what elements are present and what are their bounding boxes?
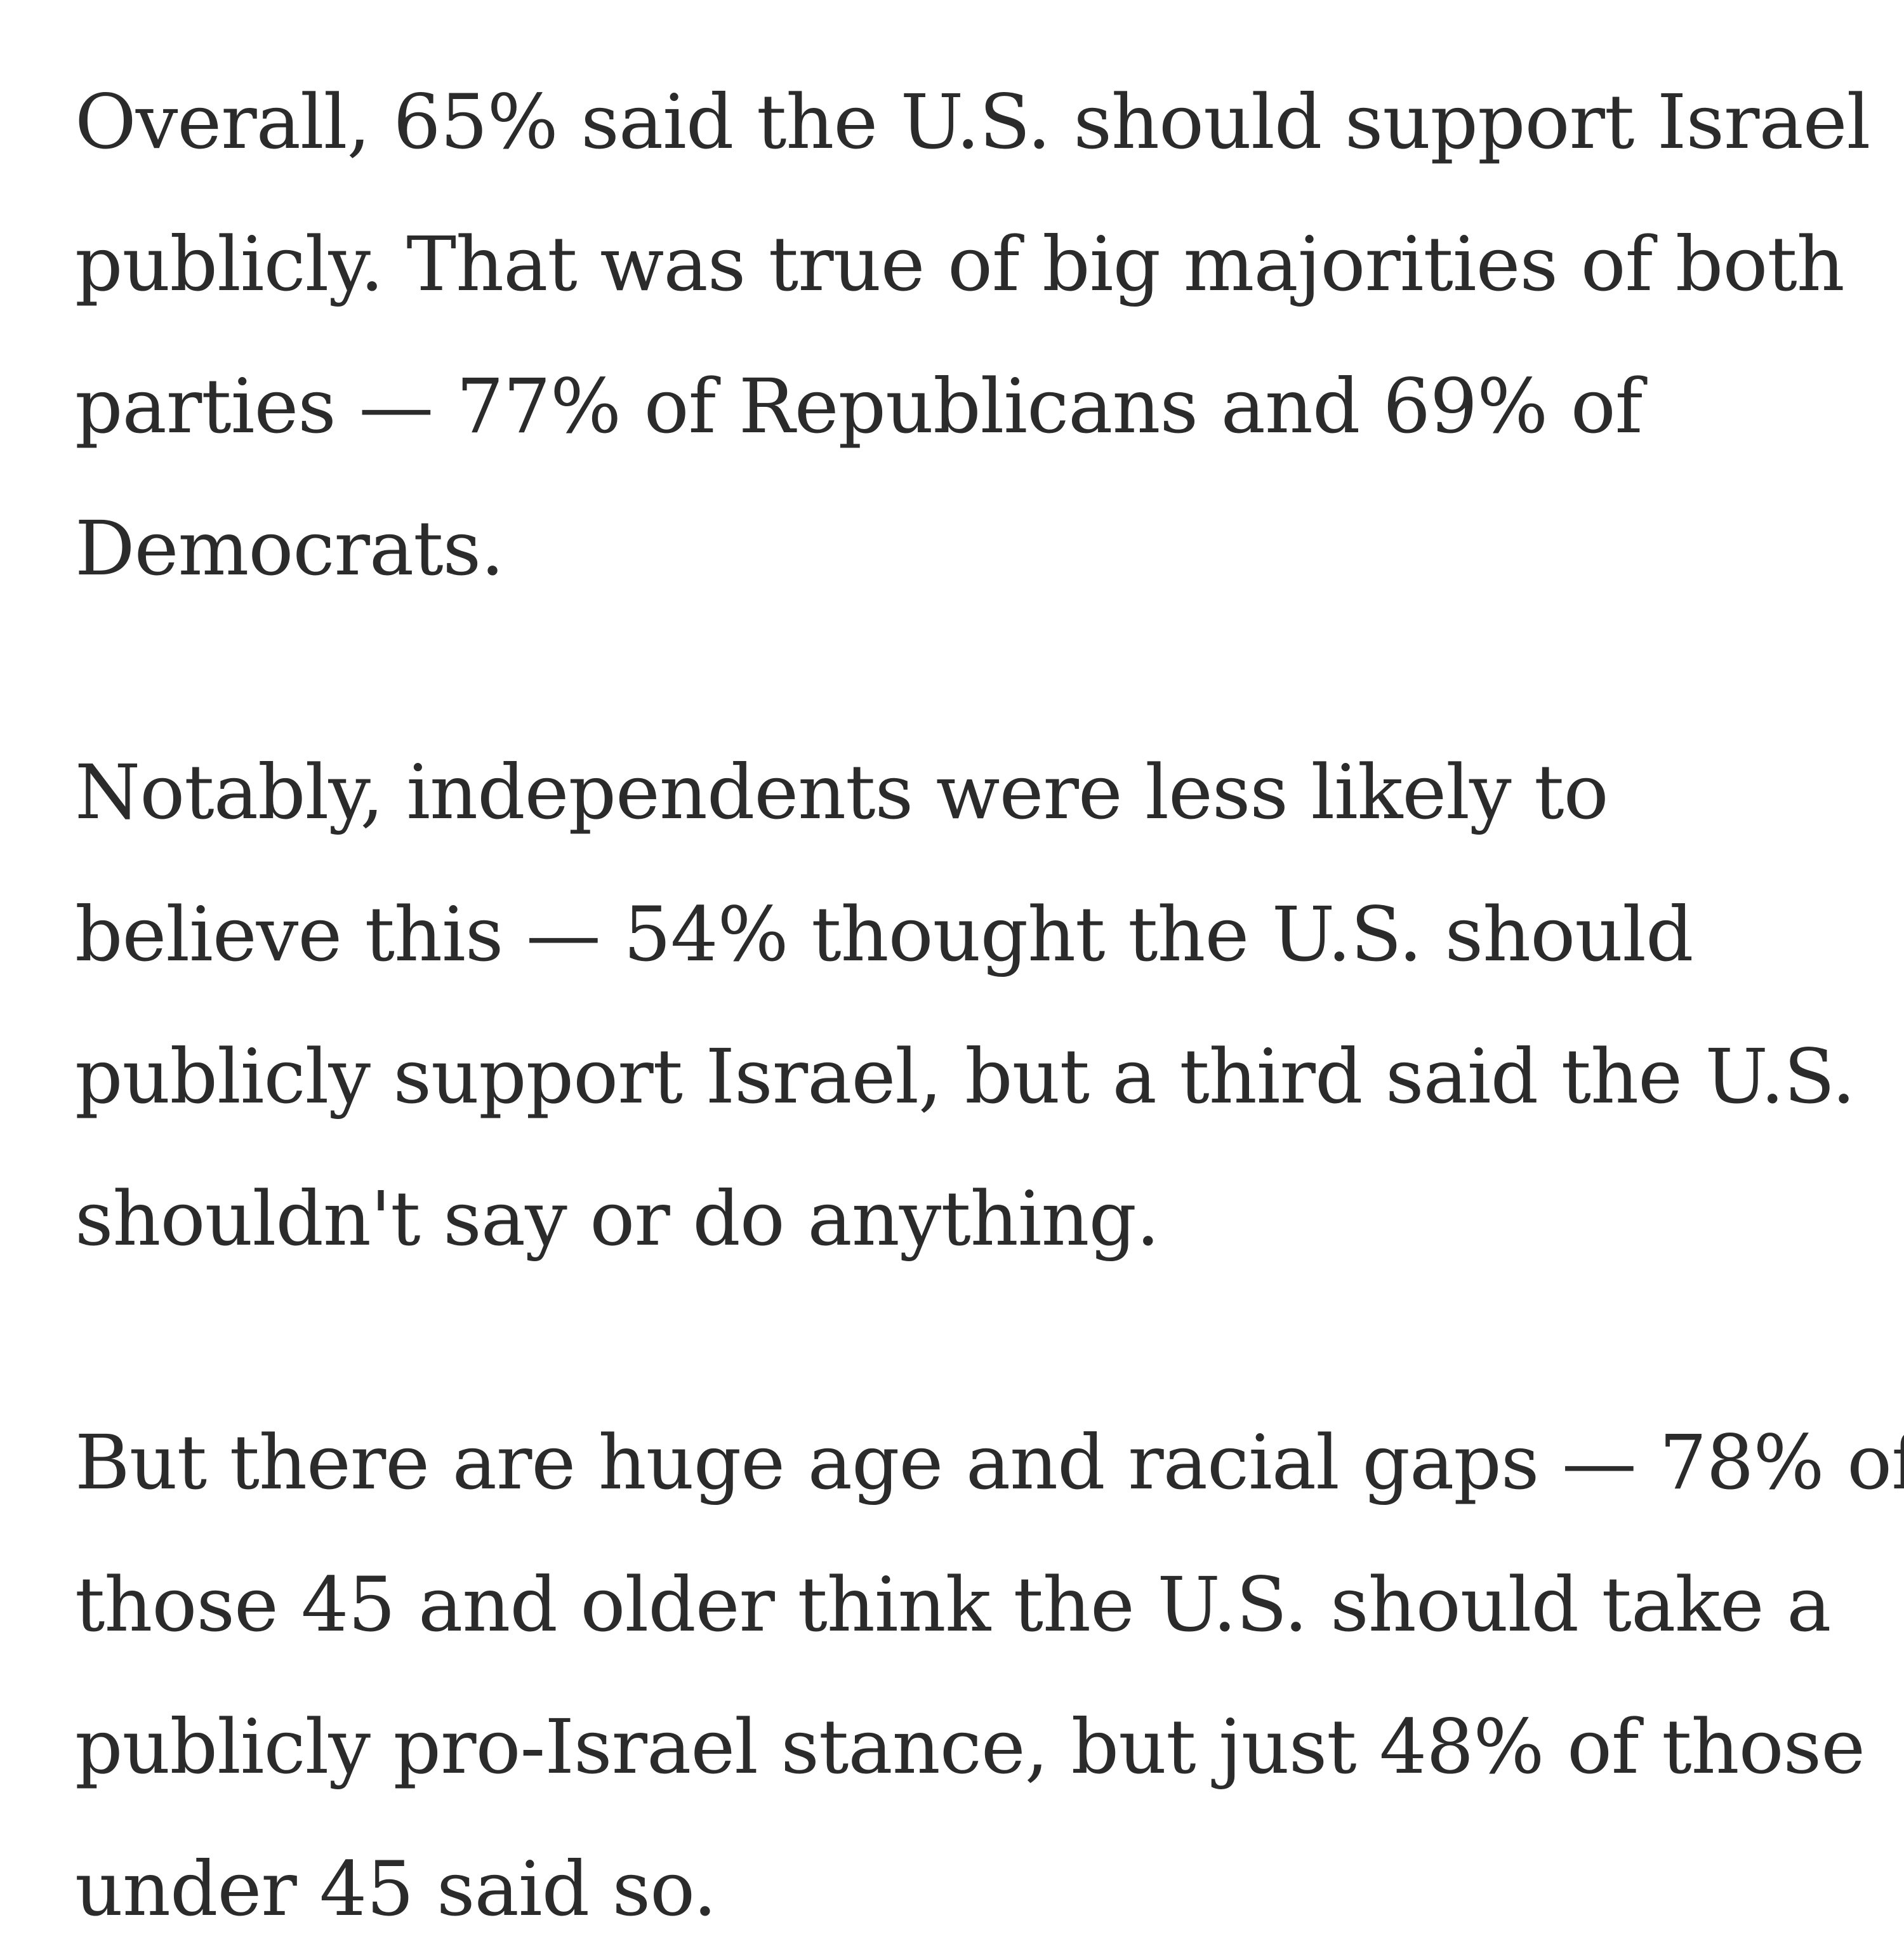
text-line: shouldn't say or do anything. bbox=[75, 1175, 1160, 1262]
text-line: parties — 77% of Republicans and 69% of bbox=[75, 362, 1643, 450]
article-body: Overall, 65% said the U.S. should suppor… bbox=[75, 51, 1904, 1960]
text-line: publicly pro-Israel stance, but just 48%… bbox=[75, 1703, 1865, 1791]
text-line: Notably, independents were less likely t… bbox=[75, 748, 1609, 836]
text-line: Overall, 65% said the U.S. should suppor… bbox=[75, 78, 1870, 166]
paragraph-age-racial-gaps: But there are huge age and racial gaps —… bbox=[75, 1391, 1904, 1960]
text-line: Democrats. bbox=[75, 505, 505, 592]
text-line: publicly. That was true of big majoritie… bbox=[75, 220, 1845, 308]
paragraph-overall-support: Overall, 65% said the U.S. should suppor… bbox=[75, 51, 1877, 619]
text-line: those 45 and older think the U.S. should… bbox=[75, 1561, 1832, 1648]
text-line: believe this — 54% thought the U.S. shou… bbox=[75, 891, 1694, 978]
text-line: publicly support Israel, but a third sai… bbox=[75, 1033, 1856, 1120]
text-line: under 45 said so. bbox=[75, 1845, 717, 1933]
paragraph-independents: Notably, independents were less likely t… bbox=[75, 721, 1877, 1290]
text-line: But there are huge age and racial gaps —… bbox=[75, 1419, 1904, 1506]
